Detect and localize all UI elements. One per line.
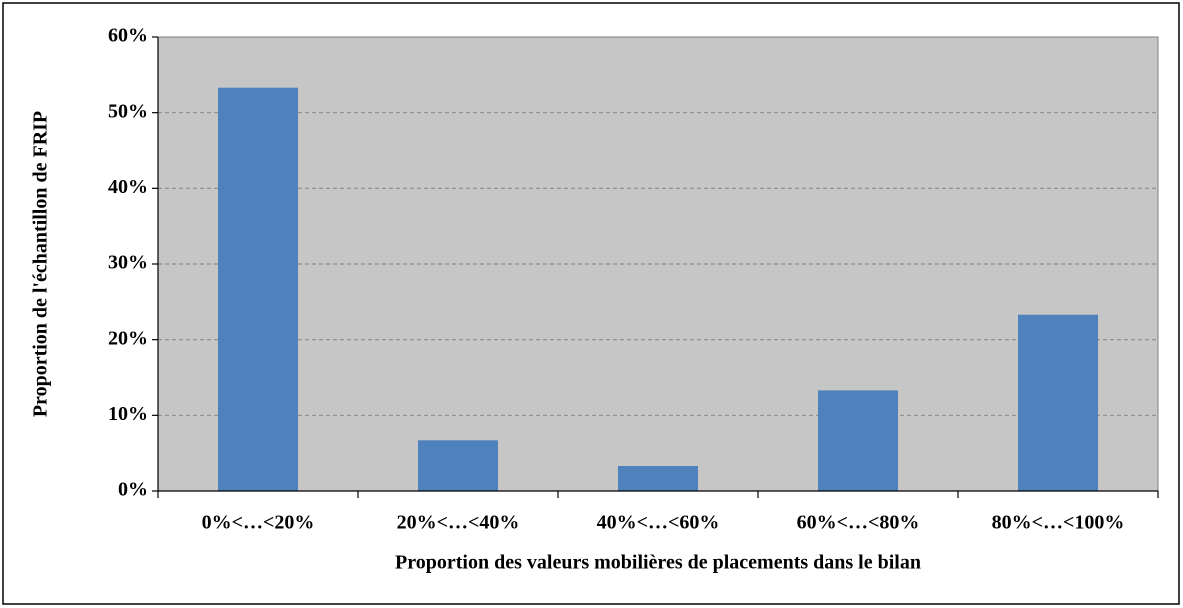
y-tick-label: 0% xyxy=(118,479,148,501)
x-tick-label: 0%<…<20% xyxy=(202,512,315,534)
x-tick-label: 80%<…<100% xyxy=(992,512,1125,534)
x-axis-title: Proportion des valeurs mobilières de pla… xyxy=(395,552,921,574)
y-tick-label: 60% xyxy=(108,25,148,47)
x-tick-label: 60%<…<80% xyxy=(797,512,920,534)
y-tick-label: 40% xyxy=(108,176,148,198)
x-tick-label: 40%<…<60% xyxy=(597,512,720,534)
bar xyxy=(418,440,498,491)
bar xyxy=(218,87,298,492)
bar xyxy=(818,390,898,491)
y-axis-title: Proportion de l'échantillon de FRIP xyxy=(30,111,52,417)
y-tick-label: 10% xyxy=(108,403,148,425)
bar xyxy=(1018,314,1098,491)
y-tick-label: 20% xyxy=(108,327,148,349)
y-tick-label: 50% xyxy=(108,100,148,122)
y-tick-label: 30% xyxy=(108,252,148,274)
x-tick-label: 20%<…<40% xyxy=(397,512,520,534)
bar xyxy=(618,466,698,491)
